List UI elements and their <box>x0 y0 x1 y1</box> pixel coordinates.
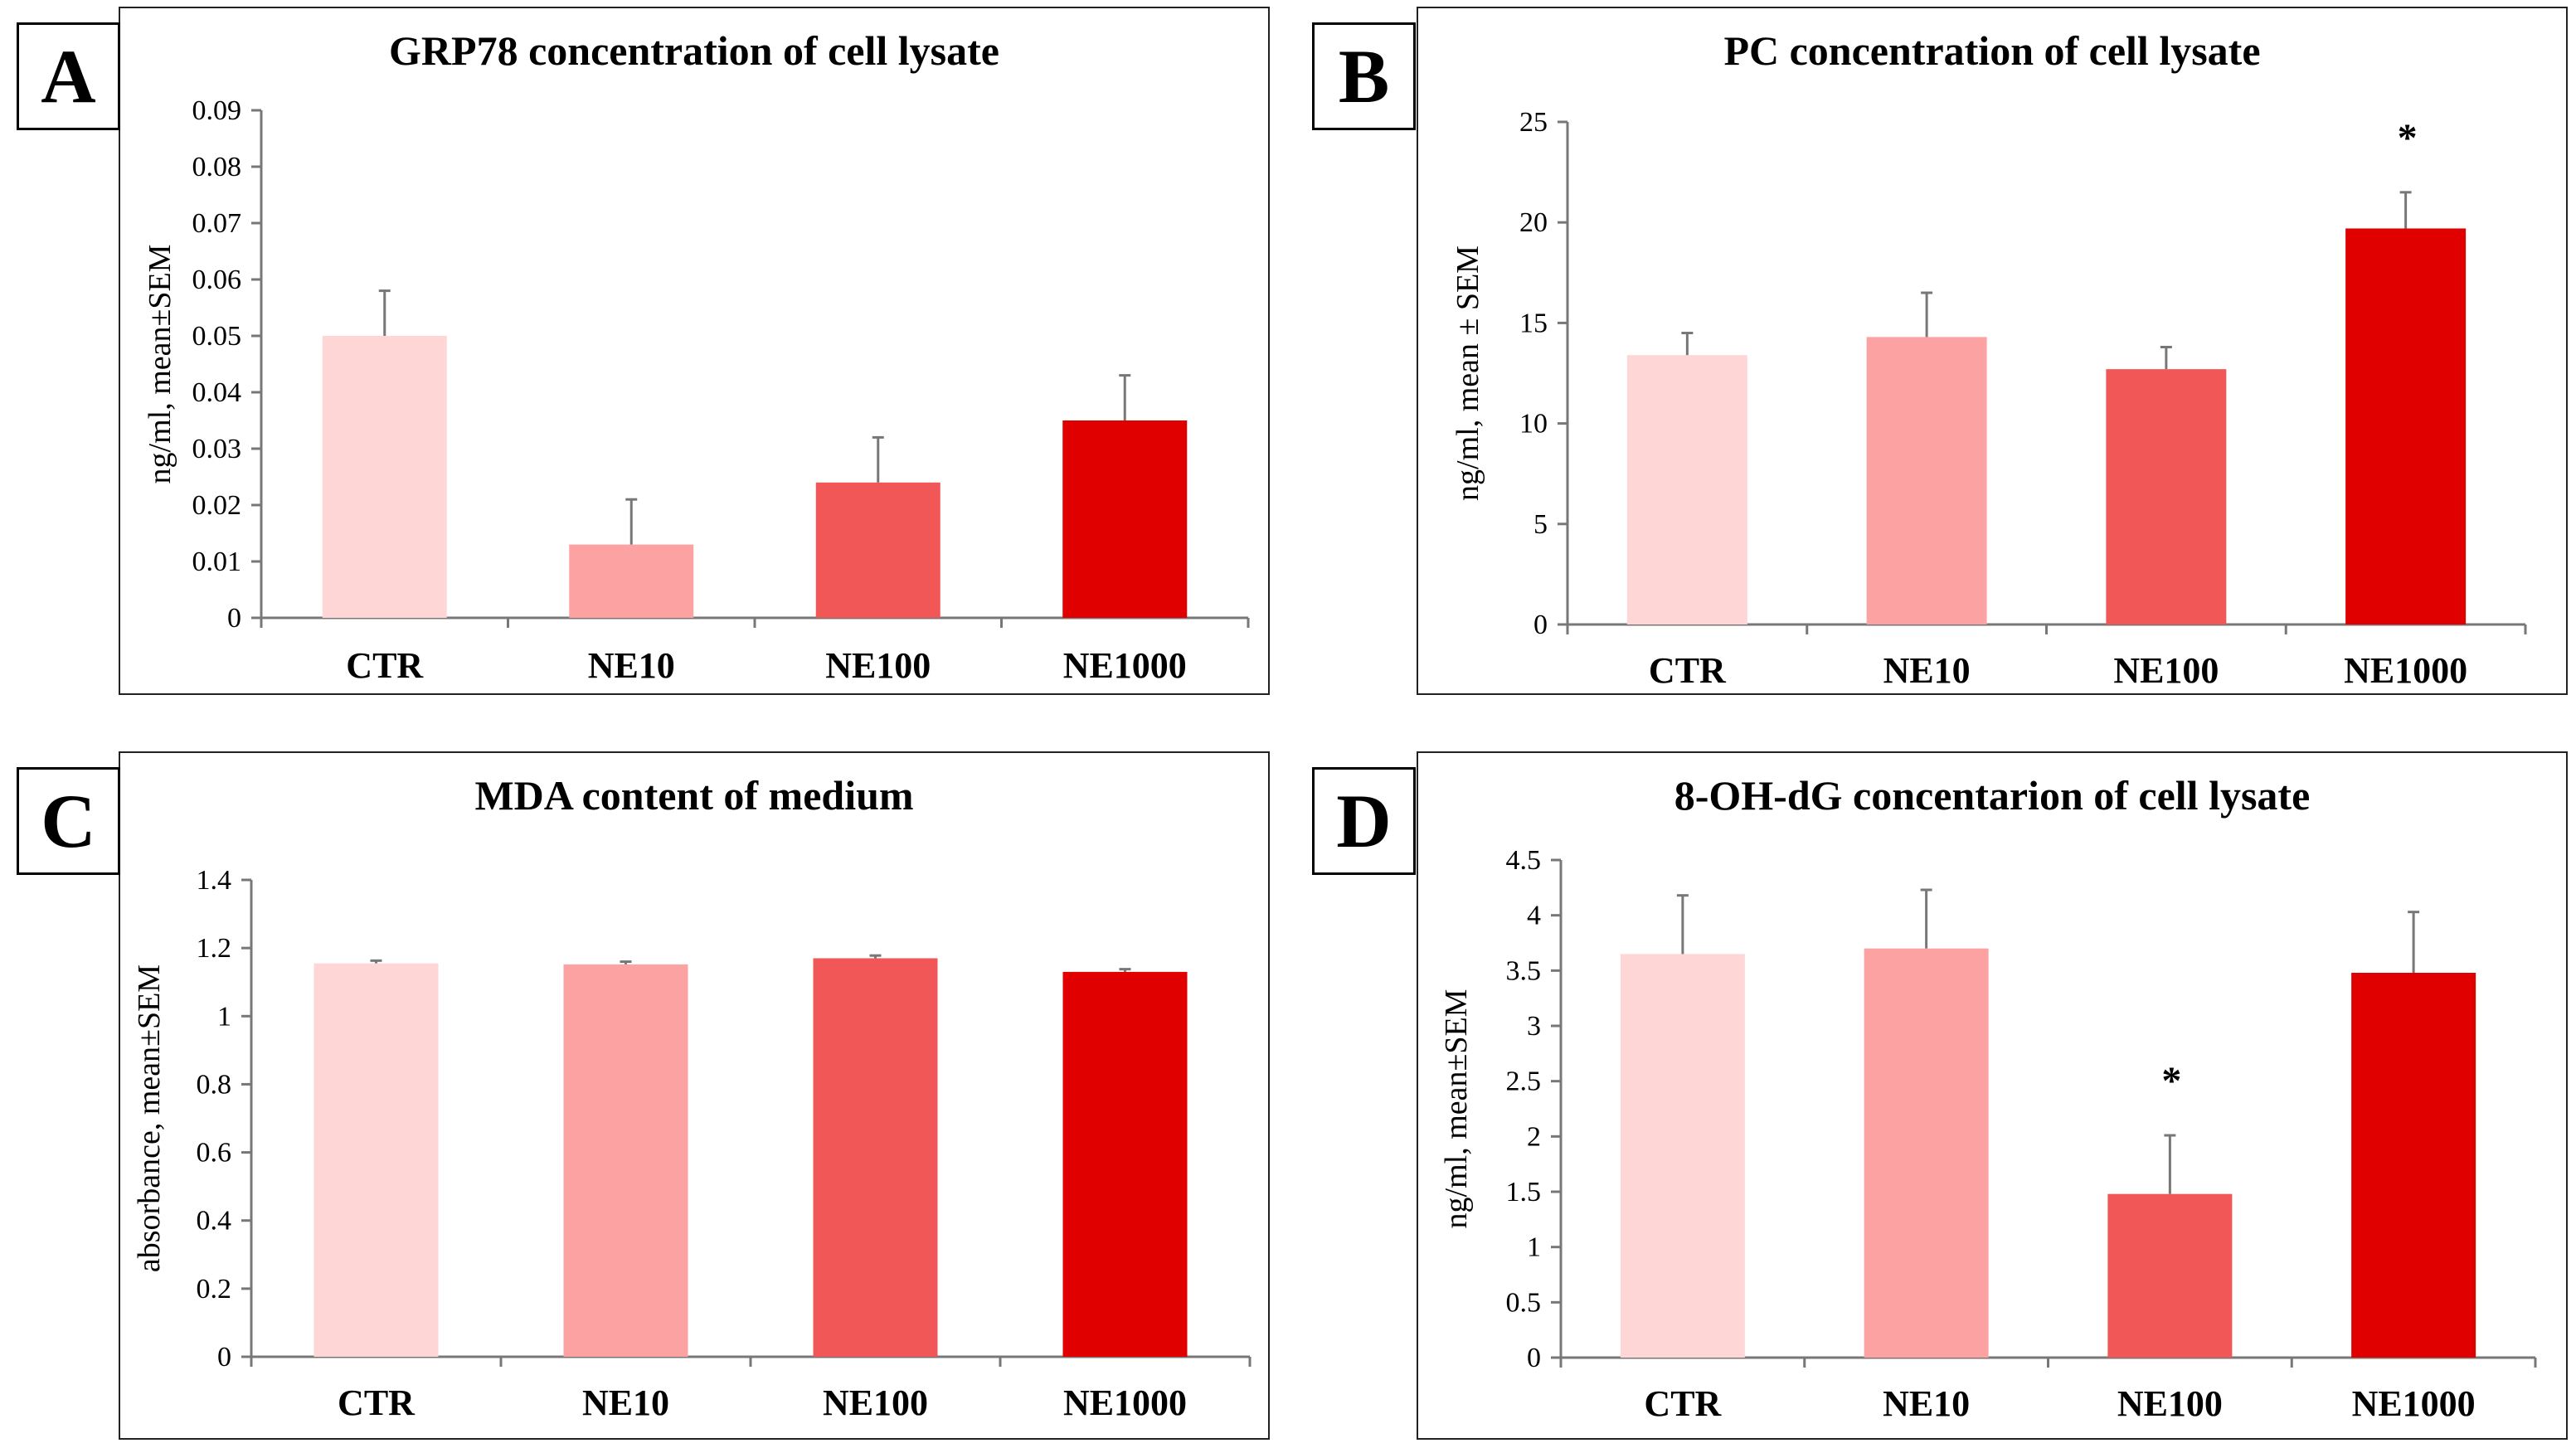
chart-d-category-label: CTR <box>1644 1383 1722 1424</box>
chart-b-y-tick-label: 20 <box>1519 207 1548 238</box>
chart-b-category-label: NE100 <box>2113 650 2219 691</box>
chart-c-y-tick-label: 1.4 <box>197 865 232 896</box>
chart-c-bar-ne100 <box>813 958 938 1357</box>
chart-c-bar-ne1000 <box>1062 971 1188 1357</box>
chart-c-y-tick-label: 0 <box>217 1342 231 1373</box>
chart-a-bar-ne1000 <box>1062 420 1188 618</box>
chart-a-title: GRP78 concentration of cell lysate <box>389 27 999 74</box>
chart-a-bar-ne100 <box>815 482 940 618</box>
chart-c-y-tick-label: 0.4 <box>197 1206 232 1237</box>
chart-a-category-label: NE10 <box>588 645 675 686</box>
chart-b-title: PC concentration of cell lysate <box>1723 27 2260 74</box>
chart-d-y-tick-label: 1 <box>1527 1232 1541 1263</box>
panel-b-label: B <box>1312 22 1416 130</box>
chart-a-y-tick-label: 0.04 <box>192 377 242 408</box>
chart-b-category-label: NE10 <box>1883 650 1971 691</box>
chart-a-category-label: CTR <box>346 645 424 686</box>
chart-b-category-label: CTR <box>1649 650 1727 691</box>
chart-d-y-tick-label: 0.5 <box>1506 1287 1542 1318</box>
chart-a-bar-ctr <box>322 336 447 618</box>
chart-d-category-label: NE1000 <box>2352 1383 2476 1424</box>
chart-d-bar-ctr <box>1620 954 1745 1358</box>
chart-d-bar-ne10 <box>1864 948 1989 1358</box>
chart-a-y-tick-label: 0.07 <box>192 208 242 239</box>
chart-b-bar-ne10 <box>1866 337 1987 624</box>
chart-c-title: MDA content of medium <box>474 772 913 819</box>
chart-a-y-tick-label: 0.01 <box>192 547 242 577</box>
chart-d-y-tick-label: 3.5 <box>1506 955 1542 986</box>
chart-d-y-tick-label: 2 <box>1527 1121 1541 1152</box>
chart-d-category-label: NE100 <box>2117 1383 2223 1424</box>
chart-a-bar-ne10 <box>569 544 694 618</box>
chart-b-y-tick-label: 25 <box>1519 107 1548 138</box>
chart-c-category-label: CTR <box>338 1382 416 1423</box>
panel-d-label: D <box>1312 767 1416 875</box>
panel-c-label: C <box>17 767 120 875</box>
chart-d-bar-ne100 <box>2107 1193 2233 1358</box>
chart-d-bar-ne1000 <box>2351 973 2476 1358</box>
chart-b-category-label: NE1000 <box>2344 650 2467 691</box>
chart-d-category-label: NE10 <box>1883 1383 1970 1424</box>
chart-c-y-tick-label: 0.8 <box>197 1069 232 1100</box>
chart-b-bar-ne1000 <box>2345 228 2467 624</box>
chart-d-y-axis-label: ng/ml, mean±SEM <box>1439 989 1474 1229</box>
chart-c-y-tick-label: 0.6 <box>197 1138 232 1169</box>
chart-a-y-axis-label: ng/ml, mean±SEM <box>143 245 177 484</box>
chart-b-bar-ne100 <box>2106 369 2227 624</box>
chart-a-y-tick-label: 0.08 <box>192 152 242 182</box>
chart-a-y-tick-label: 0.03 <box>192 434 242 464</box>
chart-d-y-tick-label: 4 <box>1527 901 1541 931</box>
chart-c-bar-ne10 <box>563 964 688 1357</box>
chart-d-y-tick-label: 2.5 <box>1506 1067 1542 1097</box>
chart-d-y-tick-label: 0 <box>1527 1343 1541 1373</box>
chart-a-y-tick-label: 0 <box>227 603 241 634</box>
chart-c-category-label: NE1000 <box>1063 1382 1187 1423</box>
chart-a-y-tick-label: 0.06 <box>192 265 242 295</box>
chart-a-y-tick-label: 0.05 <box>192 321 242 352</box>
chart-a-y-tick-label: 0.02 <box>192 490 242 521</box>
chart-b-bar-ctr <box>1626 355 1747 624</box>
chart-b-y-tick-label: 5 <box>1533 509 1548 540</box>
chart-c-y-axis-label: absorbance, mean±SEM <box>132 965 167 1272</box>
chart-b-y-axis-label: ng/ml, mean ± SEM <box>1451 245 1485 501</box>
chart-c-y-tick-label: 0.2 <box>197 1274 232 1305</box>
chart-a-category-label: NE1000 <box>1063 645 1187 686</box>
chart-c-bar-ctr <box>313 963 439 1357</box>
panel-a-label: A <box>17 22 120 130</box>
chart-c-category-label: NE10 <box>582 1382 669 1423</box>
chart-c-y-tick-label: 1 <box>217 1001 231 1032</box>
chart-d-y-tick-label: 4.5 <box>1506 845 1542 876</box>
chart-a-y-tick-label: 0.09 <box>192 95 242 126</box>
chart-b-significance-marker: * <box>2398 116 2418 160</box>
chart-b-y-tick-label: 0 <box>1533 610 1548 640</box>
chart-a-category-label: NE100 <box>825 645 931 686</box>
chart-c-y-tick-label: 1.2 <box>197 933 232 964</box>
chart-d-y-tick-label: 3 <box>1527 1011 1541 1042</box>
chart-d-title: 8-OH-dG concentarion of cell lysate <box>1674 772 2311 819</box>
chart-b-y-tick-label: 10 <box>1519 409 1548 440</box>
chart-b-y-tick-label: 15 <box>1519 308 1548 338</box>
chart-d-y-tick-label: 1.5 <box>1506 1177 1542 1207</box>
chart-d-significance-marker: * <box>2161 1059 2181 1103</box>
chart-c-category-label: NE100 <box>823 1382 928 1423</box>
